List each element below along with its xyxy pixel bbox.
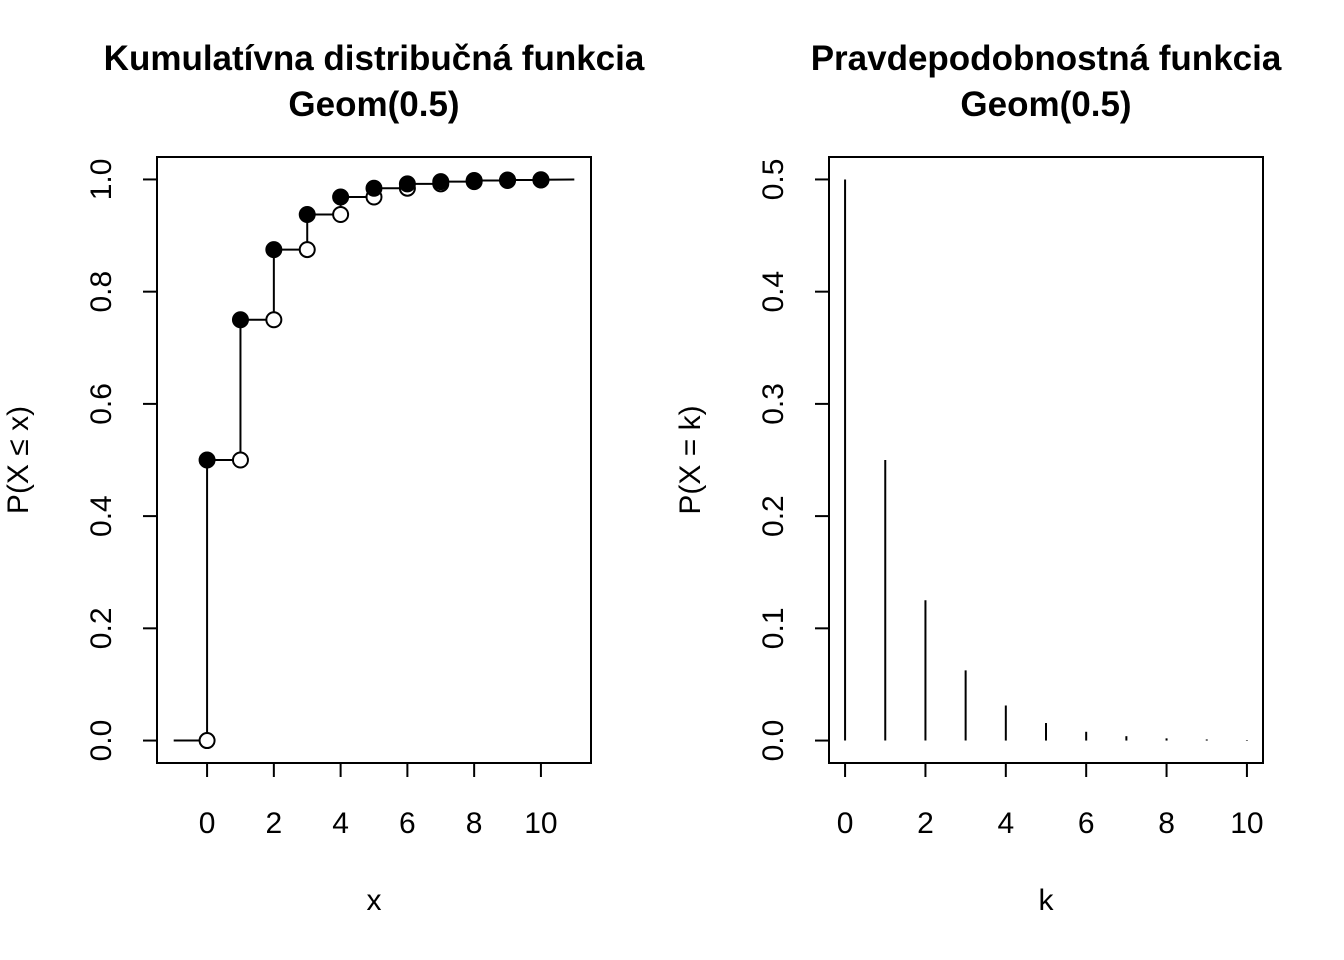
x-tick-label: 0 xyxy=(837,807,854,840)
y-tick-label: 0.0 xyxy=(757,720,790,762)
cdf-subtitle: Geom(0.5) xyxy=(288,85,459,124)
y-tick-label: 0.5 xyxy=(757,159,790,201)
pmf-subtitle: Geom(0.5) xyxy=(960,85,1131,124)
cdf-panel: Kumulatívna distribučná funkcia Geom(0.5… xyxy=(2,39,645,917)
y-tick-label: 0.4 xyxy=(85,495,118,537)
cdf-filled-point xyxy=(365,179,383,197)
cdf-open-point xyxy=(332,206,350,224)
cdf-filled-point xyxy=(532,171,550,189)
cdf-x-axis-label: x xyxy=(367,884,382,917)
x-tick-label: 4 xyxy=(332,807,349,840)
cdf-filled-point xyxy=(332,188,350,206)
x-tick-label: 8 xyxy=(466,807,483,840)
cdf-open-point xyxy=(298,241,316,259)
x-tick-label: 6 xyxy=(1078,807,1095,840)
x-tick-label: 10 xyxy=(524,807,557,840)
x-tick-label: 4 xyxy=(997,807,1014,840)
x-tick-label: 6 xyxy=(399,807,416,840)
cdf-filled-point xyxy=(298,206,316,224)
cdf-filled-point xyxy=(398,175,416,193)
pmf-x-axis: 0 2 4 6 8 10 xyxy=(837,762,1264,840)
y-tick-label: 0.2 xyxy=(85,607,118,649)
x-tick-label: 8 xyxy=(1158,807,1175,840)
cdf-filled-point xyxy=(465,172,483,190)
cdf-open-point xyxy=(231,451,249,469)
cdf-filled-point xyxy=(499,171,517,189)
cdf-open-point xyxy=(265,311,283,329)
y-tick-label: 0.2 xyxy=(757,495,790,537)
cdf-filled-point xyxy=(231,311,249,329)
x-tick-label: 10 xyxy=(1230,807,1263,840)
pmf-y-axis: 0.0 0.1 0.2 0.3 0.4 0.5 xyxy=(757,159,830,762)
pmf-y-axis-label: P(X = k) xyxy=(674,405,707,514)
y-tick-label: 0.1 xyxy=(757,607,790,649)
cdf-y-axis: 0.0 0.2 0.4 0.6 0.8 1.0 xyxy=(85,159,158,762)
y-tick-label: 0.8 xyxy=(85,271,118,313)
cdf-open-point xyxy=(198,732,216,750)
cdf-x-axis: 0 2 4 6 8 10 xyxy=(199,762,558,840)
y-tick-label: 0.6 xyxy=(85,383,118,425)
y-tick-label: 1.0 xyxy=(85,159,118,201)
cdf-title: Kumulatívna distribučná funkcia xyxy=(104,39,645,78)
x-tick-label: 2 xyxy=(917,807,934,840)
x-tick-label: 0 xyxy=(199,807,216,840)
pmf-x-axis-label: k xyxy=(1039,884,1055,917)
pmf-panel: Pravdepodobnostná funkcia Geom(0.5) 0 2 4 6… xyxy=(674,39,1282,917)
pmf-plot-frame xyxy=(828,156,1264,764)
x-tick-label: 2 xyxy=(266,807,283,840)
cdf-filled-point xyxy=(432,173,450,191)
y-tick-label: 0.4 xyxy=(757,271,790,313)
y-tick-label: 0.0 xyxy=(85,720,118,762)
cdf-filled-point xyxy=(198,451,216,469)
y-tick-label: 0.3 xyxy=(757,383,790,425)
pmf-title: Pravdepodobnostná funkcia xyxy=(811,39,1282,78)
cdf-filled-point xyxy=(265,241,283,259)
cdf-y-axis-label: P(X ≤ x) xyxy=(2,406,35,514)
cdf-marks xyxy=(173,171,575,750)
pmf-marks xyxy=(844,179,1248,741)
